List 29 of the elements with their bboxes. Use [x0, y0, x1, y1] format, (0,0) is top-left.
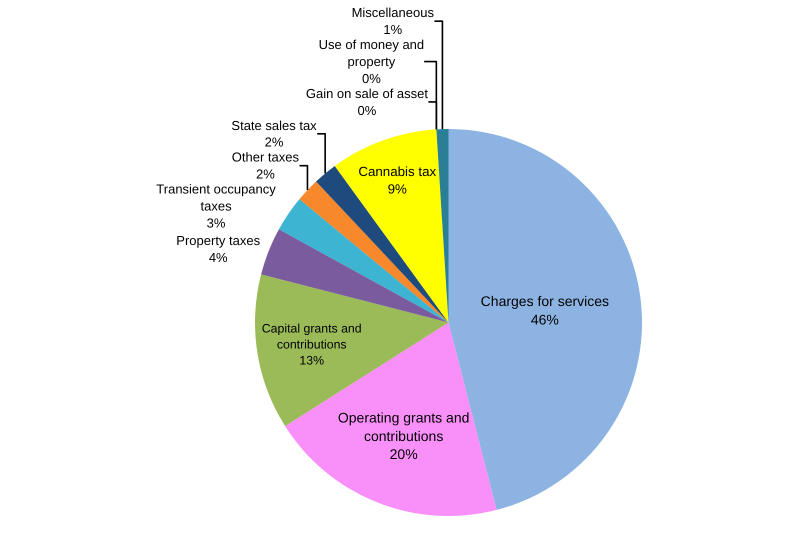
slice-label: Transient occupancy taxes — [156, 182, 276, 214]
pie-slice — [448, 129, 642, 510]
pie-slice — [316, 166, 448, 322]
pie-slice — [261, 229, 448, 322]
slice-label: Property taxes — [176, 233, 261, 248]
text: 0% — [362, 70, 381, 86]
category-label: Use of money and property — [318, 37, 424, 70]
slice-label: Miscellaneous — [352, 5, 434, 20]
data-label: 46% — [530, 311, 559, 328]
pie-slice — [299, 181, 448, 322]
slice-label: Operating grants and contributions — [338, 410, 470, 444]
data-label: 2% — [256, 166, 276, 182]
pie-slice — [334, 129, 448, 322]
pie-slice — [255, 274, 448, 426]
pie-slice — [278, 199, 448, 322]
category-label: Gain on sale of asset — [306, 86, 428, 101]
data-label: 4% — [208, 250, 228, 266]
slice-label: Cannabis tax — [358, 164, 436, 180]
data-label: 9% — [388, 182, 408, 197]
data-label: 1% — [383, 22, 403, 38]
slice-label: Capital grants and contributions — [262, 322, 362, 352]
text: 0% — [358, 102, 376, 118]
slice-label: Charges for services — [480, 293, 610, 310]
data-label: 13% — [299, 354, 324, 368]
data-label: 3% — [206, 215, 226, 230]
slice-label: State sales tax — [231, 118, 318, 133]
slice-label: Other taxes — [232, 150, 300, 165]
data-label: 20% — [390, 446, 418, 462]
data-label: 2% — [264, 134, 284, 150]
